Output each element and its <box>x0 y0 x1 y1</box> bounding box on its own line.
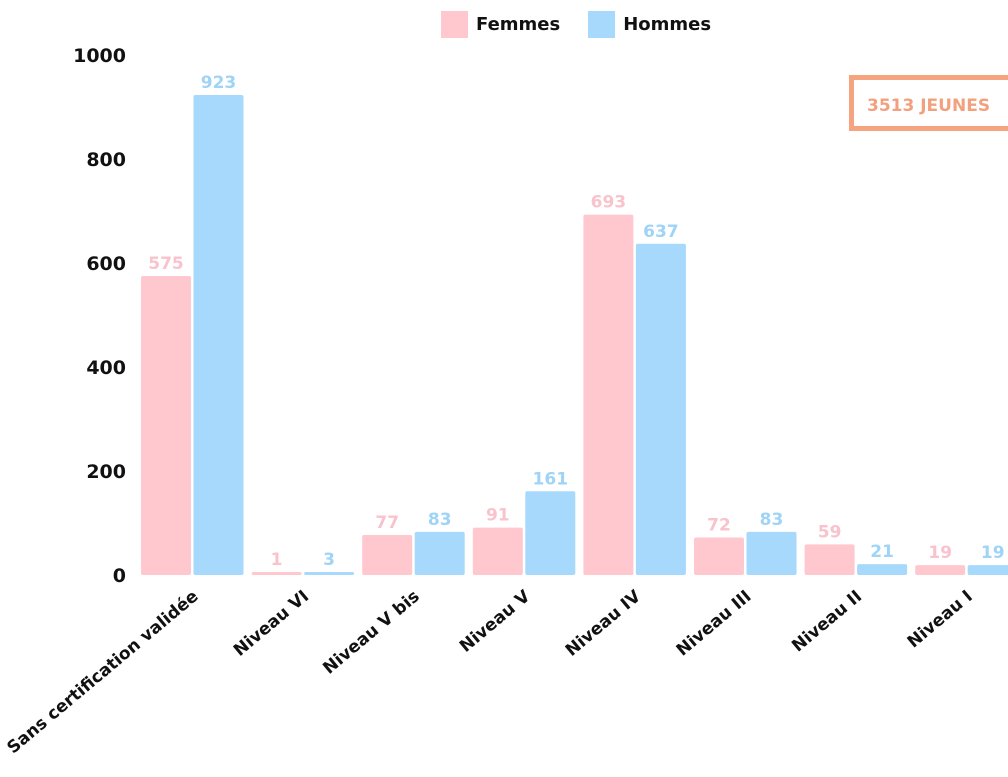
x-tick-label: Niveau V <box>456 586 535 657</box>
y-axis: 0 200 400 600 800 1000 <box>73 45 126 587</box>
bar-hommes <box>967 565 1008 575</box>
legend-label-hommes: Hommes <box>623 13 712 35</box>
x-tick-label: Niveau II <box>788 587 866 657</box>
data-label-femmes: 59 <box>818 522 842 542</box>
data-label-hommes: 161 <box>533 469 569 489</box>
legend-swatch-femmes <box>441 10 468 38</box>
data-label-hommes: 923 <box>201 73 237 93</box>
bar-femmes <box>915 565 966 575</box>
y-tick-label: 600 <box>86 253 126 275</box>
bar-femmes <box>141 276 191 575</box>
bar-femmes <box>472 527 523 575</box>
data-label-femmes: 1 <box>271 550 283 570</box>
bar-femmes <box>804 544 855 575</box>
bar-hommes <box>857 564 908 575</box>
data-label-femmes: 72 <box>707 516 731 536</box>
legend-swatch-hommes <box>588 10 616 38</box>
bar-hommes <box>193 95 244 575</box>
x-tick-label: Niveau I <box>904 587 977 653</box>
data-label-hommes: 83 <box>760 510 784 530</box>
bar-hommes <box>746 531 797 575</box>
legend: Femmes Hommes <box>441 10 739 38</box>
value-labels: 575 923 1 3 77 83 91 161 693 637 72 83 59 21 19 19 <box>148 73 1004 570</box>
x-tick-label: Niveau IV <box>562 586 646 661</box>
x-axis: Sans certification validée Niveau VI Nivea… <box>3 586 976 758</box>
data-label-hommes: 3 <box>323 550 335 570</box>
y-tick-label: 1000 <box>73 45 126 67</box>
y-tick-label: 400 <box>86 357 126 379</box>
bar-femmes <box>694 537 744 575</box>
data-label-femmes: 91 <box>486 506 510 526</box>
data-label-femmes: 19 <box>928 543 952 563</box>
bars <box>141 95 1008 575</box>
y-tick-label: 200 <box>86 461 126 483</box>
bar-hommes <box>635 243 686 575</box>
legend-item-femmes: Femmes <box>441 10 561 38</box>
data-label-hommes: 19 <box>981 543 1005 563</box>
y-tick-label: 0 <box>113 565 126 587</box>
data-label-femmes: 575 <box>148 254 184 274</box>
x-tick-label: Niveau V bis <box>319 587 423 679</box>
legend-label-femmes: Femmes <box>476 13 561 35</box>
data-label-femmes: 77 <box>375 513 399 533</box>
x-tick-label: Niveau III <box>673 587 756 661</box>
bar-femmes <box>362 534 413 575</box>
x-tick-label: Sans certification validée <box>3 587 202 759</box>
y-tick-label: 800 <box>86 149 126 171</box>
data-label-femmes: 693 <box>591 193 627 213</box>
data-label-hommes: 21 <box>870 542 894 562</box>
bar-hommes <box>525 491 576 575</box>
legend-item-hommes: Hommes <box>588 10 712 38</box>
bar-femmes <box>251 572 302 575</box>
bar-hommes <box>414 531 465 575</box>
total-badge: 3513 JEUNES <box>849 75 1008 131</box>
bar-femmes <box>583 214 634 575</box>
bar-hommes <box>304 572 355 575</box>
data-label-hommes: 637 <box>643 222 679 242</box>
data-label-hommes: 83 <box>428 510 452 530</box>
x-tick-label: Niveau VI <box>230 587 313 661</box>
